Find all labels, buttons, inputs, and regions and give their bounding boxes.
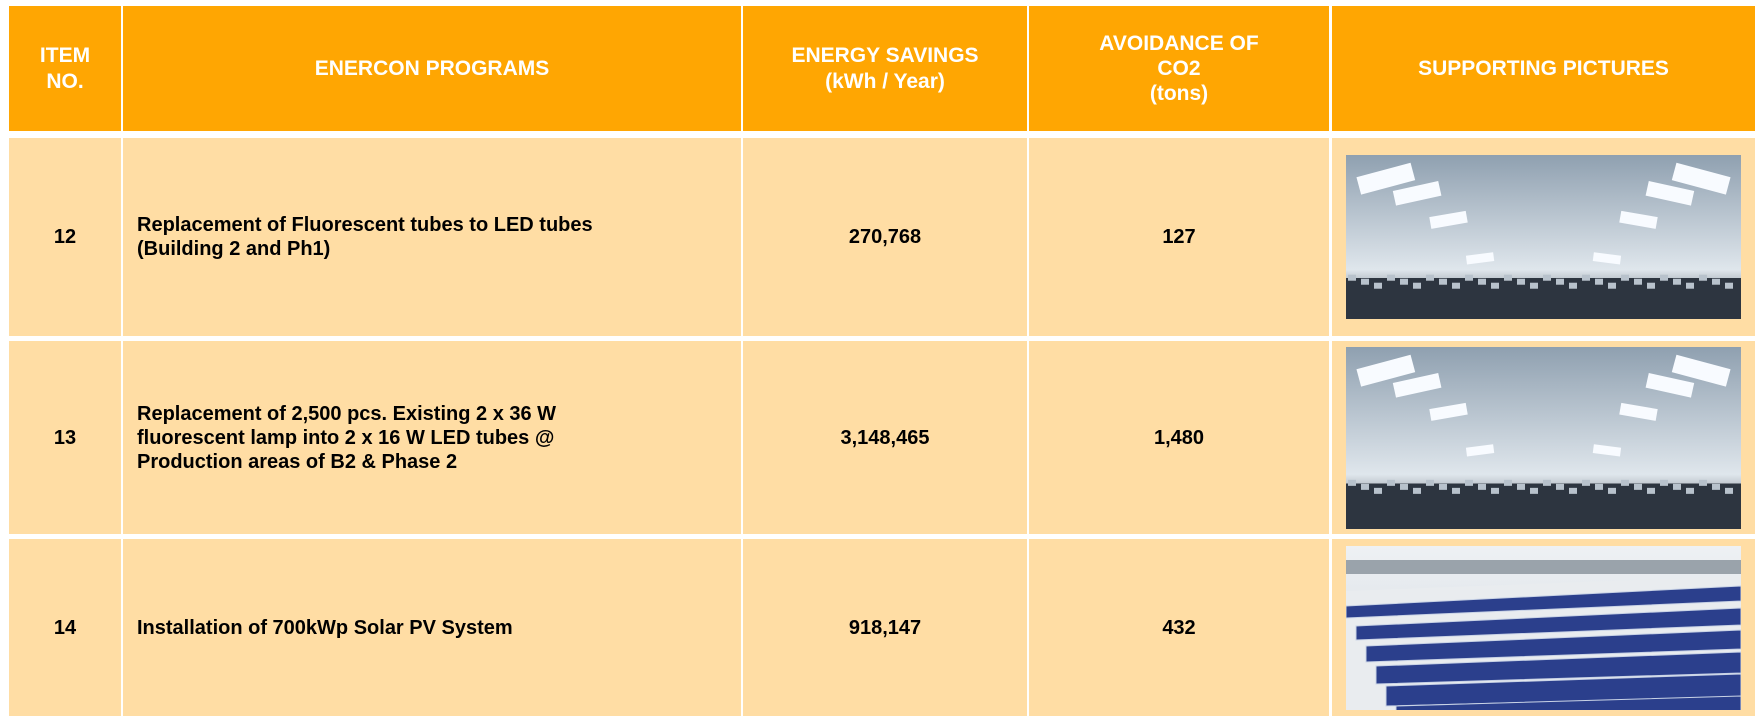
program: Replacement of 2,500 pcs. Existing 2 x 3… [123, 341, 741, 534]
picture-cell [1332, 138, 1755, 336]
energy-savings: 918,147 [743, 539, 1027, 716]
supporting-picture [1346, 545, 1741, 710]
supporting-picture [1346, 155, 1741, 319]
picture-cell [1332, 539, 1755, 716]
co2-avoidance: 127 [1029, 138, 1329, 336]
co2-avoidance: 1,480 [1029, 341, 1329, 534]
header-cell: ENERCON PROGRAMS [123, 6, 741, 131]
header-cell: ITEM NO. [9, 6, 121, 131]
energy-savings: 270,768 [743, 138, 1027, 336]
item-number: 14 [9, 539, 121, 716]
co2-avoidance: 432 [1029, 539, 1329, 716]
item-number: 13 [9, 341, 121, 534]
header-cell: SUPPORTING PICTURES [1332, 6, 1755, 131]
supporting-picture [1346, 346, 1741, 529]
picture-cell [1332, 341, 1755, 534]
item-number: 12 [9, 138, 121, 336]
energy-savings: 3,148,465 [743, 341, 1027, 534]
program: Installation of 700kWp Solar PV System [123, 539, 741, 716]
program: Replacement of Fluorescent tubes to LED … [123, 138, 741, 336]
header-cell: AVOIDANCE OF CO2 (tons) [1029, 6, 1329, 131]
header-cell: ENERGY SAVINGS (kWh / Year) [743, 6, 1027, 131]
